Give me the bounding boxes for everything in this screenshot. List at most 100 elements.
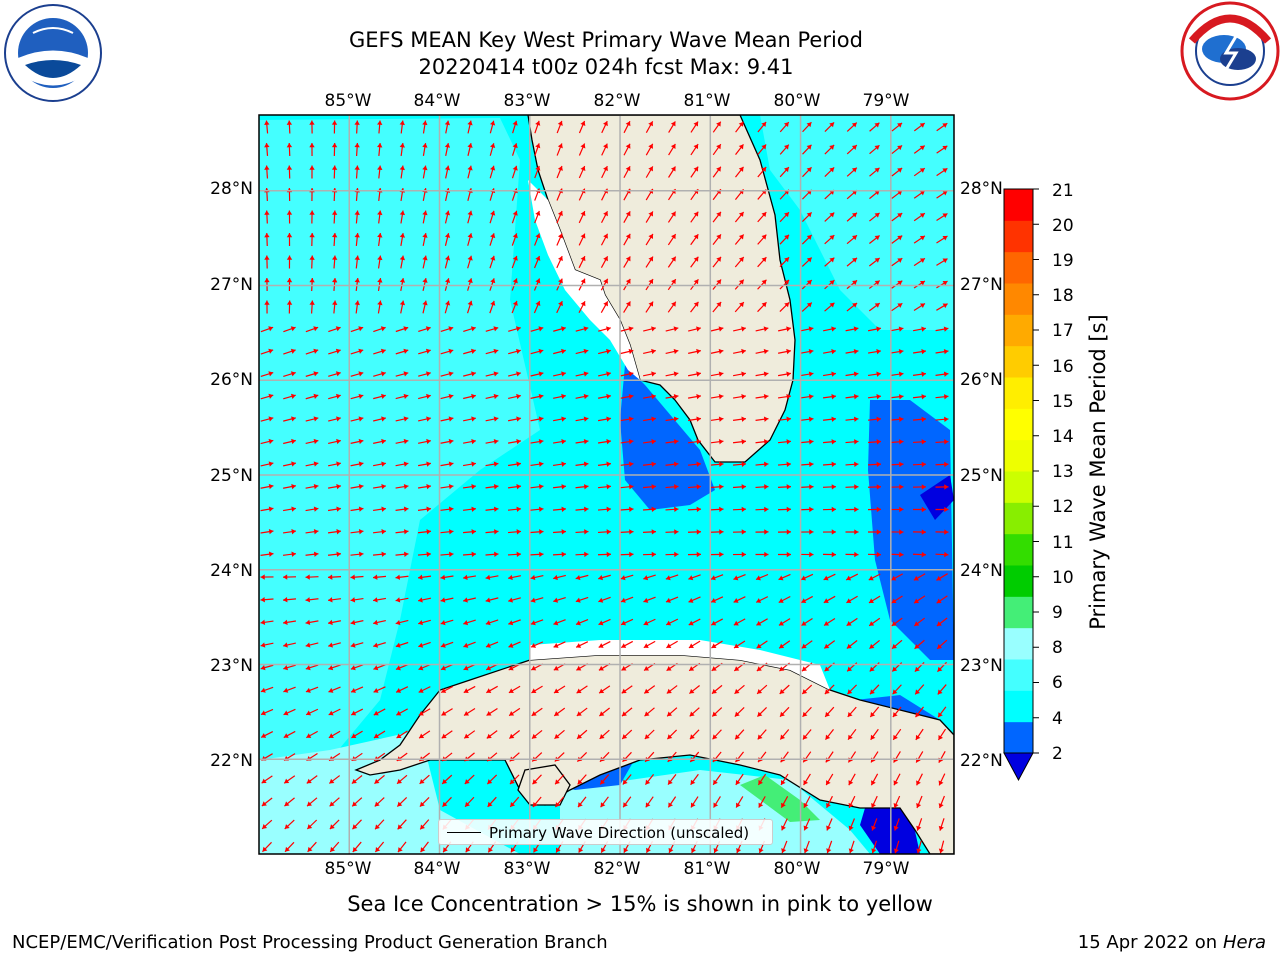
wave-direction-arrow	[395, 664, 409, 671]
wave-direction-arrow	[620, 416, 634, 422]
wave-direction-arrow	[485, 506, 499, 512]
wave-direction-arrow	[396, 730, 408, 739]
wave-direction-arrow	[890, 439, 904, 445]
wave-direction-arrow	[912, 348, 927, 355]
wave-direction-arrow	[757, 166, 767, 178]
wave-direction-arrow	[913, 122, 926, 132]
wave-direction-arrow	[534, 165, 541, 179]
wave-direction-arrow	[463, 348, 476, 355]
wave-direction-arrow	[395, 371, 409, 377]
sea-ice-caption: Sea Ice Concentration > 15% is shown in …	[347, 892, 933, 916]
wave-direction-arrow	[710, 393, 724, 400]
wave-direction-arrow	[620, 371, 634, 377]
wave-direction-arrow	[665, 484, 679, 490]
wave-direction-arrow	[508, 707, 521, 717]
footer-credit: NCEP/EMC/Verification Post Processing Pr…	[12, 932, 608, 953]
wave-direction-arrow	[373, 642, 386, 648]
wave-direction-arrow	[733, 640, 746, 649]
wave-direction-arrow	[620, 461, 634, 467]
wave-direction-arrow	[645, 143, 654, 156]
wave-direction-arrow	[309, 142, 315, 157]
wave-direction-arrow	[553, 574, 566, 581]
wave-direction-arrow	[284, 819, 295, 830]
colorbar-tick-labels: 21 20 19 18 17 16 15 14 13 12 11 10 9 8 …	[1052, 181, 1074, 764]
wave-direction-arrow	[260, 483, 274, 490]
wave-direction-arrow	[373, 326, 386, 333]
wave-direction-arrow	[328, 393, 341, 400]
colorbar-tick: 21	[1052, 181, 1074, 201]
wave-direction-arrow	[801, 279, 813, 290]
wave-direction-arrow	[350, 619, 364, 626]
wave-direction-arrow	[846, 122, 858, 132]
colorbar-segment	[1004, 690, 1033, 723]
wave-direction-arrow	[712, 301, 722, 313]
lon-tick-label: 84°W	[414, 859, 461, 879]
wave-direction-arrow	[734, 279, 745, 290]
wave-direction-arrow	[688, 596, 701, 603]
wave-direction-arrow	[395, 574, 409, 580]
wave-direction-arrow	[511, 300, 518, 314]
lat-tick-label: 25°N	[960, 466, 1003, 486]
wave-direction-arrow	[936, 190, 948, 199]
wave-direction-arrow	[822, 348, 837, 355]
wave-direction-arrow	[800, 484, 814, 490]
wave-direction-arrow	[418, 597, 431, 603]
wave-direction-arrow	[575, 596, 589, 603]
lon-ticks-top: 85°W 84°W 83°W 82°W 81°W 80°W 79°W	[325, 91, 910, 111]
colorbar-tick: 2	[1052, 744, 1063, 764]
wave-direction-arrow	[710, 416, 724, 422]
wave-direction-arrow	[373, 619, 386, 626]
wave-direction-arrow	[689, 729, 700, 740]
wave-direction-arrow	[399, 165, 405, 179]
wave-direction-arrow	[665, 416, 679, 422]
wave-direction-arrow	[667, 211, 677, 223]
wave-direction-arrow	[891, 235, 903, 244]
wave-direction-arrow	[800, 595, 814, 604]
wave-direction-arrow	[419, 819, 430, 830]
wave-direction-arrow	[286, 142, 293, 157]
wave-direction-arrow	[286, 277, 293, 292]
wave-direction-arrow	[871, 818, 878, 831]
wave-direction-arrow	[328, 730, 341, 739]
wave-direction-arrow	[710, 596, 724, 603]
wave-direction-arrow	[508, 371, 521, 377]
wave-direction-arrow	[463, 393, 476, 400]
wave-direction-arrow	[891, 122, 903, 132]
wave-direction-arrow	[735, 773, 744, 786]
wave-direction-arrow	[732, 461, 747, 467]
wave-direction-arrow	[801, 211, 813, 223]
wave-direction-arrow	[845, 416, 859, 422]
wave-direction-arrow	[598, 326, 611, 332]
wave-direction-arrow	[530, 416, 544, 422]
colorbar-tick: 18	[1052, 286, 1074, 306]
wave-direction-arrow	[712, 256, 722, 268]
wave-direction-arrow	[848, 773, 856, 786]
wave-direction-arrow	[354, 165, 360, 179]
wave-direction-arrow	[328, 326, 341, 333]
wave-direction-arrow	[374, 797, 385, 807]
wave-direction-arrow	[688, 618, 701, 626]
wave-direction-arrow	[463, 730, 476, 739]
wave-direction-arrow	[305, 529, 319, 535]
wave-direction-arrow	[623, 278, 631, 291]
wave-direction-arrow	[328, 664, 341, 671]
wave-direction-arrow	[327, 551, 342, 557]
wave-direction-arrow	[822, 506, 837, 513]
wave-direction-arrow	[687, 506, 702, 513]
wave-direction-arrow	[890, 529, 904, 535]
wave-direction-arrow	[779, 729, 790, 740]
wave-direction-arrow	[467, 165, 473, 179]
wave-direction-arrow	[935, 529, 949, 535]
wave-direction-arrow	[598, 641, 611, 648]
wave-direction-arrow	[846, 617, 858, 627]
wave-direction-arrow	[800, 506, 814, 513]
wave-direction-arrow	[687, 461, 702, 467]
wave-direction-arrow	[912, 484, 927, 490]
wave-direction-arrow	[508, 326, 521, 332]
wave-direction-arrow	[444, 143, 451, 156]
wave-direction-arrow	[690, 143, 699, 156]
wave-direction-arrow	[327, 506, 342, 512]
wave-direction-arrow	[868, 257, 881, 267]
wave-direction-arrow	[891, 595, 903, 604]
wave-direction-arrow	[620, 618, 634, 626]
